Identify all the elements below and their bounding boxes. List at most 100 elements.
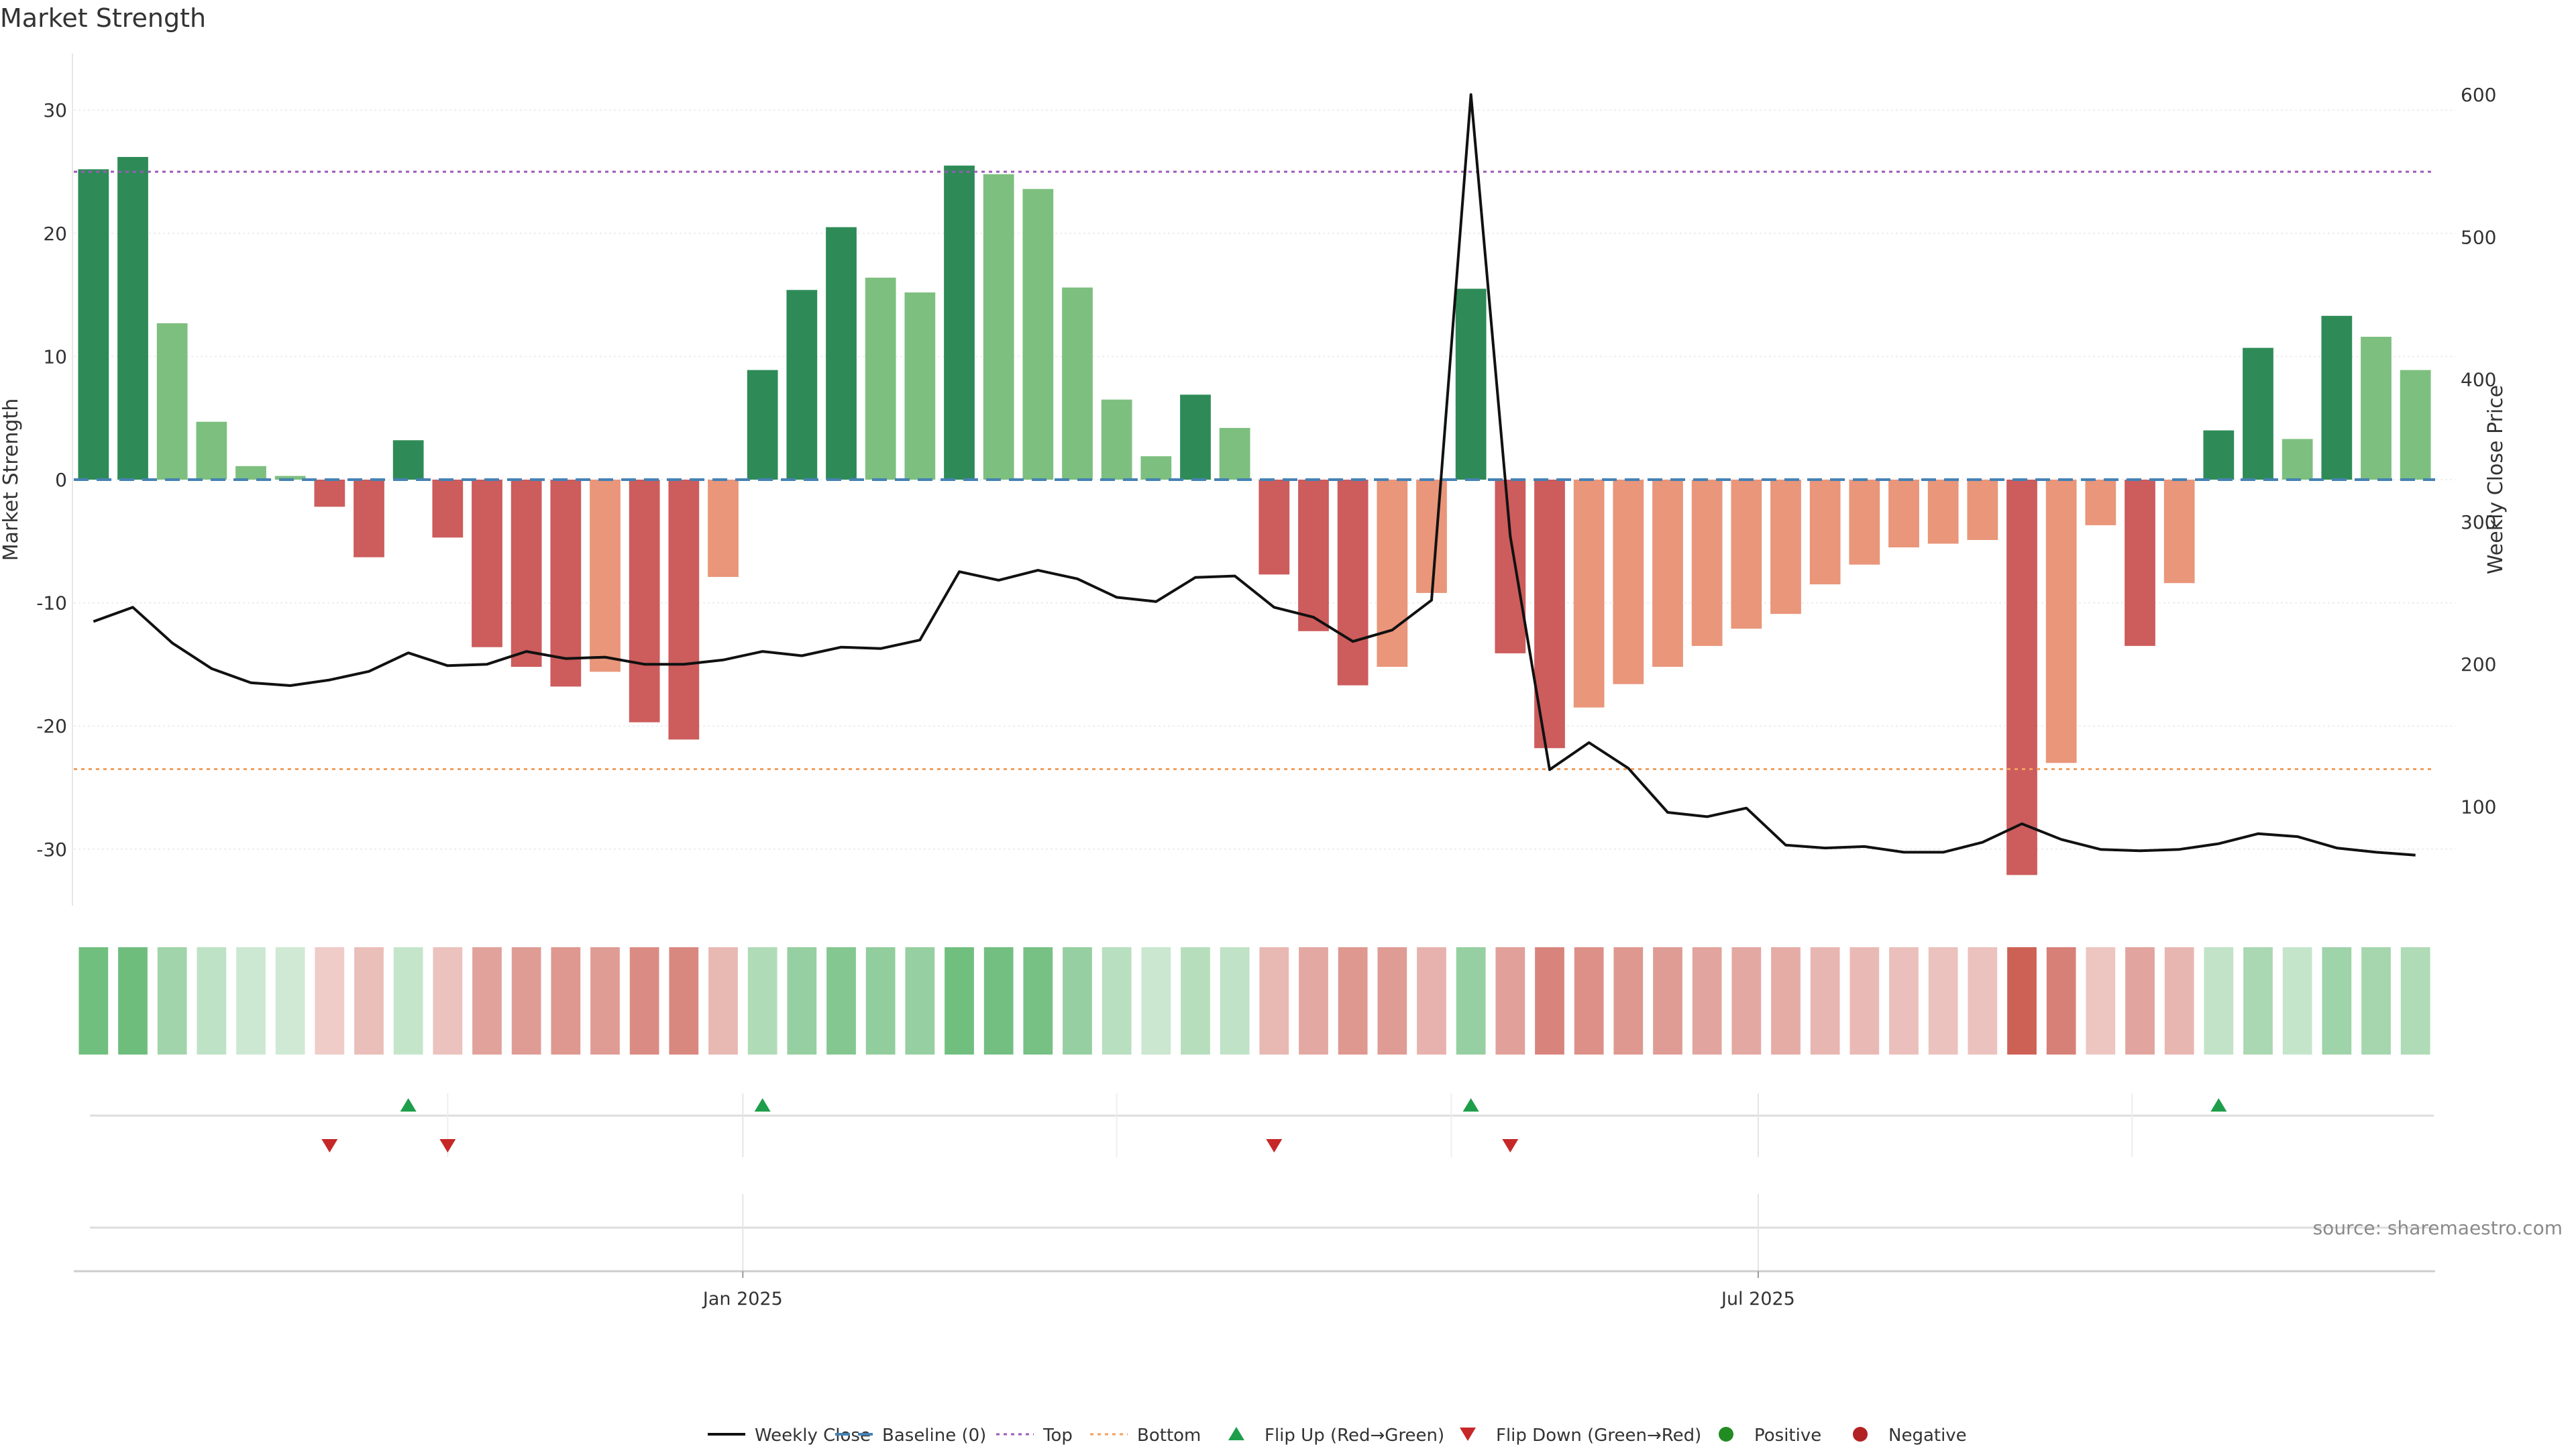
strength-bar bbox=[1927, 480, 1959, 544]
strength-bar bbox=[1298, 480, 1329, 631]
y2-tick-label: 600 bbox=[2461, 84, 2496, 106]
heat-cell bbox=[1574, 947, 1604, 1055]
strength-bar bbox=[904, 292, 936, 480]
heat-cell bbox=[472, 947, 502, 1055]
strength-bar bbox=[747, 370, 778, 480]
strength-bar bbox=[1967, 480, 1998, 540]
heat-cell bbox=[2086, 947, 2116, 1055]
heat-cell bbox=[433, 947, 463, 1055]
heat-cell bbox=[905, 947, 935, 1055]
heat-cell bbox=[2007, 947, 2037, 1055]
heat-cell bbox=[1731, 947, 1762, 1055]
heat-cell bbox=[157, 947, 187, 1055]
flip-up-marker bbox=[400, 1098, 417, 1112]
flip-signal-panel bbox=[90, 1093, 2434, 1157]
y-tick-label: 20 bbox=[43, 223, 67, 245]
strength-bar bbox=[1770, 480, 1801, 614]
heat-cell bbox=[2400, 947, 2430, 1055]
strength-bar bbox=[2085, 480, 2116, 525]
flip-down-marker bbox=[321, 1139, 338, 1152]
strength-bar bbox=[117, 156, 148, 480]
legend-label: Flip Down (Green→Red) bbox=[1496, 1426, 1701, 1446]
strength-bar bbox=[274, 476, 306, 480]
strength-bar bbox=[983, 174, 1014, 480]
heat-cell bbox=[1535, 947, 1564, 1055]
y2-tick-label: 400 bbox=[2461, 369, 2496, 391]
flip-down-marker bbox=[1502, 1139, 1519, 1152]
legend-swatch bbox=[1719, 1427, 1733, 1442]
legend-item: Bottom bbox=[1090, 1426, 1201, 1446]
y2-tick-label: 100 bbox=[2461, 796, 2496, 818]
strength-bar bbox=[668, 480, 700, 740]
heat-cell bbox=[551, 947, 581, 1055]
strength-bar bbox=[865, 277, 896, 480]
positive-negative-panel bbox=[90, 1194, 2434, 1271]
heat-cell bbox=[118, 947, 148, 1055]
heat-cell bbox=[78, 947, 109, 1055]
x-axis: Jan 2025 Jul 2025 bbox=[74, 1270, 2435, 1309]
y2-axis-label: Weekly Close Price bbox=[2484, 385, 2508, 574]
strength-bar bbox=[1809, 480, 1841, 585]
heat-cell bbox=[1181, 947, 1210, 1055]
heat-cell bbox=[2046, 947, 2076, 1055]
y-axis-left: 30 20 10 0 -10 -20 -30 bbox=[36, 54, 73, 906]
heat-cell bbox=[1338, 947, 1368, 1055]
heat-cell bbox=[1849, 947, 1880, 1055]
strength-bar bbox=[1652, 480, 1683, 667]
legend-item: Weekly Close bbox=[708, 1426, 871, 1446]
strength-bar bbox=[2125, 480, 2155, 646]
heat-cell bbox=[1141, 947, 1171, 1055]
flip-up-marker bbox=[1462, 1098, 1479, 1112]
heat-cell bbox=[197, 947, 227, 1055]
strength-bar bbox=[354, 480, 384, 557]
heat-cell bbox=[1889, 947, 1919, 1055]
strength-heat-strip bbox=[78, 947, 2430, 1055]
strength-bar bbox=[1731, 480, 1762, 629]
heat-cell bbox=[826, 947, 856, 1055]
strength-bar bbox=[1337, 480, 1368, 686]
strength-bar bbox=[156, 323, 188, 480]
legend: Weekly Close Baseline (0) Top Bottom Flip Up… bbox=[708, 1426, 1967, 1446]
strength-bar bbox=[1849, 480, 1880, 565]
strength-bar bbox=[708, 480, 739, 578]
strength-bars bbox=[78, 156, 2431, 875]
strength-bar bbox=[2163, 480, 2195, 584]
heat-cell bbox=[354, 947, 384, 1055]
heat-cell bbox=[1023, 947, 1053, 1055]
heat-cell bbox=[1456, 947, 1486, 1055]
strength-bar bbox=[314, 480, 345, 507]
flip-down-marker bbox=[1266, 1139, 1283, 1152]
heat-cell bbox=[1220, 947, 1250, 1055]
x-tick-label: Jan 2025 bbox=[702, 1289, 783, 1309]
y2-tick-label: 500 bbox=[2461, 226, 2496, 248]
heat-cell bbox=[1968, 947, 1998, 1055]
heat-cell bbox=[275, 947, 305, 1055]
strength-bar bbox=[2400, 370, 2431, 480]
y2-tick-label: 300 bbox=[2461, 511, 2496, 533]
heat-cell bbox=[708, 947, 738, 1055]
strength-bar bbox=[392, 440, 424, 480]
legend-label: Negative bbox=[1888, 1426, 1967, 1446]
flip-up-marker bbox=[2210, 1098, 2227, 1112]
flip-down-marker bbox=[439, 1139, 456, 1152]
strength-bar bbox=[1613, 480, 1644, 684]
legend-item: Flip Up (Red→Green) bbox=[1228, 1426, 1444, 1446]
strength-bar bbox=[2203, 430, 2235, 480]
heat-cell bbox=[1771, 947, 1801, 1055]
legend-swatch bbox=[1228, 1427, 1244, 1440]
heat-cell bbox=[2322, 947, 2352, 1055]
legend-item: Negative bbox=[1853, 1426, 1967, 1446]
legend-item: Top bbox=[996, 1426, 1073, 1446]
heat-cell bbox=[669, 947, 699, 1055]
strength-bar bbox=[550, 480, 582, 687]
legend-item: Baseline (0) bbox=[835, 1426, 986, 1446]
heat-cell bbox=[945, 947, 974, 1055]
heat-cell bbox=[511, 947, 541, 1055]
y-tick-label: -20 bbox=[36, 715, 67, 737]
y-axis-right: 600 500 400 300 200 100 bbox=[2461, 84, 2496, 818]
heat-cell bbox=[1259, 947, 1289, 1055]
strength-bar bbox=[1691, 480, 1723, 646]
heat-cell bbox=[1928, 947, 1958, 1055]
strength-bar bbox=[196, 421, 227, 480]
strength-bar bbox=[1455, 288, 1487, 480]
